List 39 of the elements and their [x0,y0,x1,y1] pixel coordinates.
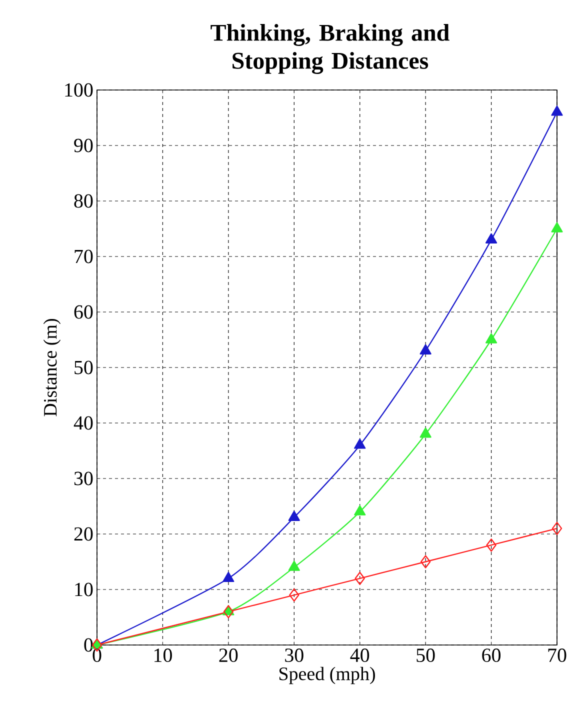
point [354,572,365,585]
point [552,522,562,536]
point [288,560,300,571]
x-tick-label: 50 [416,648,435,662]
point [420,555,431,568]
y-tick-label: 40 [74,416,93,430]
point [485,233,498,244]
x-tick-label: 0 [92,648,102,662]
point [420,427,432,438]
x-tick-label: 30 [285,648,304,662]
y-tick-label: 60 [74,305,93,319]
point [354,505,366,516]
point [288,510,300,521]
chart-title: Thinking, Braking and Stopping Distances [210,24,450,74]
point [354,438,366,449]
point [551,106,563,116]
y-tick-label: 50 [74,360,93,374]
point [222,572,234,582]
x-tick-label: 70 [548,648,566,662]
point [420,344,432,354]
x-axis-title: Speed (mph) [279,666,375,684]
x-tick-label: 20 [219,648,238,662]
point [223,605,234,618]
y-axis-title: Distance (m) [43,318,61,416]
point [289,588,300,602]
y-tick-label: 80 [74,194,93,208]
y-tick-label: 20 [74,527,93,541]
y-tick-label: 70 [74,250,93,264]
y-tick-label: 100 [65,83,93,97]
y-tick-label: 0 [84,638,93,652]
point [486,538,496,552]
y-tick-label: 90 [74,138,93,152]
point [485,333,498,344]
y-tick-label: 30 [74,472,93,486]
point [551,222,563,232]
y-tick-label: 10 [75,582,93,596]
x-tick-label: 40 [350,648,370,662]
x-tick-label: 10 [154,648,172,662]
x-tick-label: 60 [482,648,501,662]
